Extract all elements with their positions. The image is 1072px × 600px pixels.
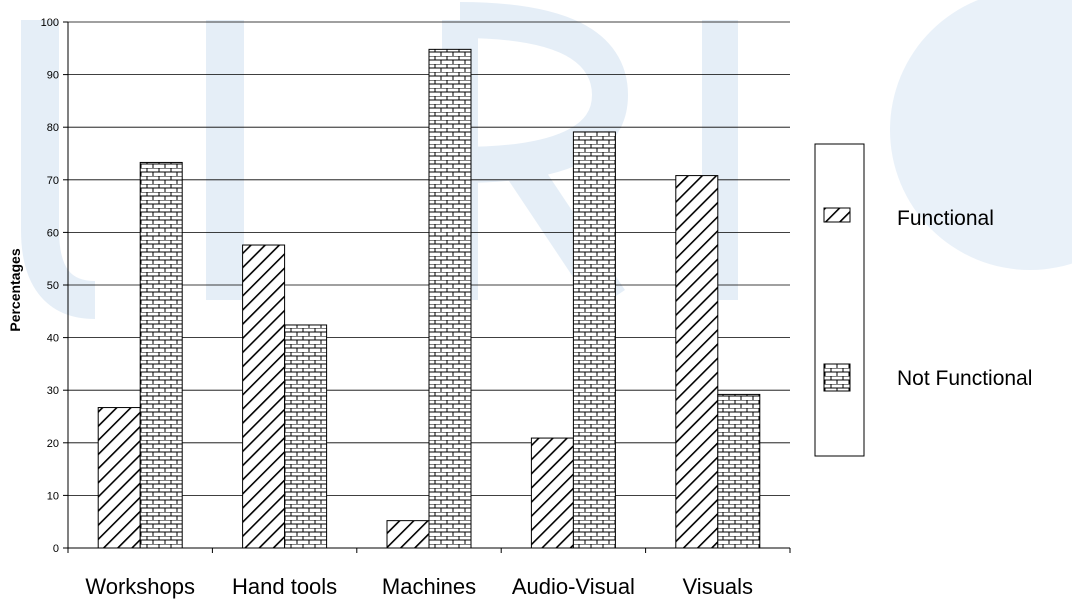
y-tick-label: 0 bbox=[53, 543, 59, 555]
y-tick-label: 60 bbox=[47, 227, 59, 239]
watermark bbox=[20, 0, 1072, 319]
legend: Functional Not Functional bbox=[814, 143, 1032, 457]
y-tick-label: 30 bbox=[47, 385, 59, 397]
bar-functional bbox=[386, 520, 430, 549]
y-tick-label: 40 bbox=[47, 333, 59, 345]
x-category-label: Workshops bbox=[85, 574, 195, 599]
x-category-label: Machines bbox=[382, 574, 476, 599]
bar-not-functional bbox=[717, 393, 761, 549]
bar-functional bbox=[675, 175, 719, 549]
legend-swatch-functional bbox=[823, 207, 851, 223]
bar-functional bbox=[97, 407, 141, 549]
y-tick-label: 10 bbox=[47, 490, 59, 502]
bar-not-functional bbox=[428, 48, 472, 549]
category-labels: Workshops Hand tools Machines Audio-Visual V… bbox=[85, 574, 753, 599]
y-tick-label: 100 bbox=[41, 17, 59, 29]
legend-swatch-not-functional bbox=[823, 363, 851, 392]
y-tick-label: 50 bbox=[47, 280, 59, 292]
bar-not-functional bbox=[139, 161, 183, 549]
x-category-label: Visuals bbox=[683, 574, 754, 599]
y-tick-label: 70 bbox=[47, 175, 59, 187]
bar-functional bbox=[530, 437, 574, 549]
bar-not-functional bbox=[572, 131, 616, 549]
bar-not-functional bbox=[284, 324, 328, 549]
tick-labels: 0 10 20 30 40 50 60 70 80 90 100 bbox=[41, 17, 59, 555]
x-category-label: Audio-Visual bbox=[512, 574, 635, 599]
legend-label-functional: Functional bbox=[897, 207, 994, 230]
y-axis-label: Percentages bbox=[7, 248, 23, 331]
y-tick-label: 90 bbox=[47, 70, 59, 82]
bars bbox=[97, 48, 761, 549]
y-tick-label: 20 bbox=[47, 438, 59, 450]
legend-box bbox=[814, 143, 865, 457]
y-tick-label: 80 bbox=[47, 122, 59, 134]
legend-label-not-functional: Not Functional bbox=[897, 367, 1032, 390]
x-category-label: Hand tools bbox=[232, 574, 337, 599]
bar-functional bbox=[242, 244, 286, 549]
